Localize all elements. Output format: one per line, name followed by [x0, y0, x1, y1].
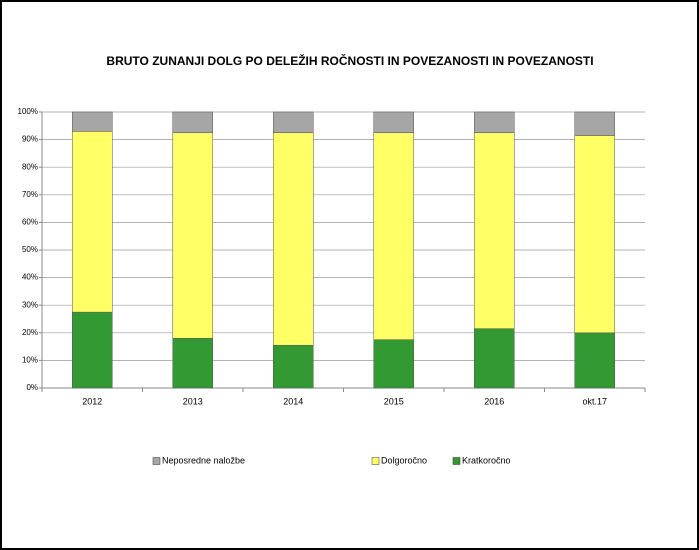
legend-swatch: [152, 457, 161, 465]
legend-label: Neposredne naložbe: [162, 455, 245, 465]
y-tick-label: 100%: [18, 107, 38, 116]
y-tick-label: 10%: [22, 356, 38, 365]
bar-segment: [474, 328, 515, 389]
bar-segment: [574, 111, 615, 136]
y-tick-label: 90%: [22, 135, 38, 144]
bar-segment: [172, 338, 213, 389]
y-tick-label: 30%: [22, 300, 38, 309]
bar-segment: [172, 132, 213, 339]
legend-swatch: [452, 457, 461, 465]
legend-label: Dolgoročno: [381, 455, 427, 465]
y-tick-label: 60%: [22, 218, 38, 227]
legend-swatch: [371, 457, 380, 465]
chart-title: BRUTO ZUNANJI DOLG PO DELEŽIH ROČNOSTI I…: [106, 53, 593, 68]
bar-segment: [172, 111, 213, 133]
y-tick-label: 20%: [22, 328, 38, 337]
bar-segment: [72, 131, 113, 313]
bar-segment: [72, 311, 113, 389]
bar-segment: [474, 111, 515, 133]
x-tick-label: okt.17: [582, 396, 607, 406]
x-tick-label: 2012: [82, 396, 102, 406]
bar-segment: [474, 132, 515, 329]
legend-label: Kratkoročno: [462, 455, 511, 465]
bar-segment: [574, 135, 615, 334]
y-tick-label: 70%: [22, 190, 38, 199]
bar-segment: [273, 111, 314, 133]
bar-segment: [273, 132, 314, 346]
x-tick-label: 2014: [283, 396, 303, 406]
bar-segment: [373, 339, 414, 389]
y-tick-label: 80%: [22, 162, 38, 171]
x-tick-label: 2016: [484, 396, 504, 406]
bar-segment: [273, 344, 314, 389]
bar-segment: [373, 132, 414, 340]
y-tick-label: 40%: [22, 273, 38, 282]
bar-segment: [72, 111, 113, 132]
bar-segment: [373, 111, 414, 133]
y-tick-label: 0%: [26, 383, 38, 392]
bar-segment: [574, 332, 615, 389]
x-tick-label: 2013: [183, 396, 203, 406]
x-tick-label: 2015: [384, 396, 404, 406]
y-tick-label: 50%: [22, 245, 38, 254]
